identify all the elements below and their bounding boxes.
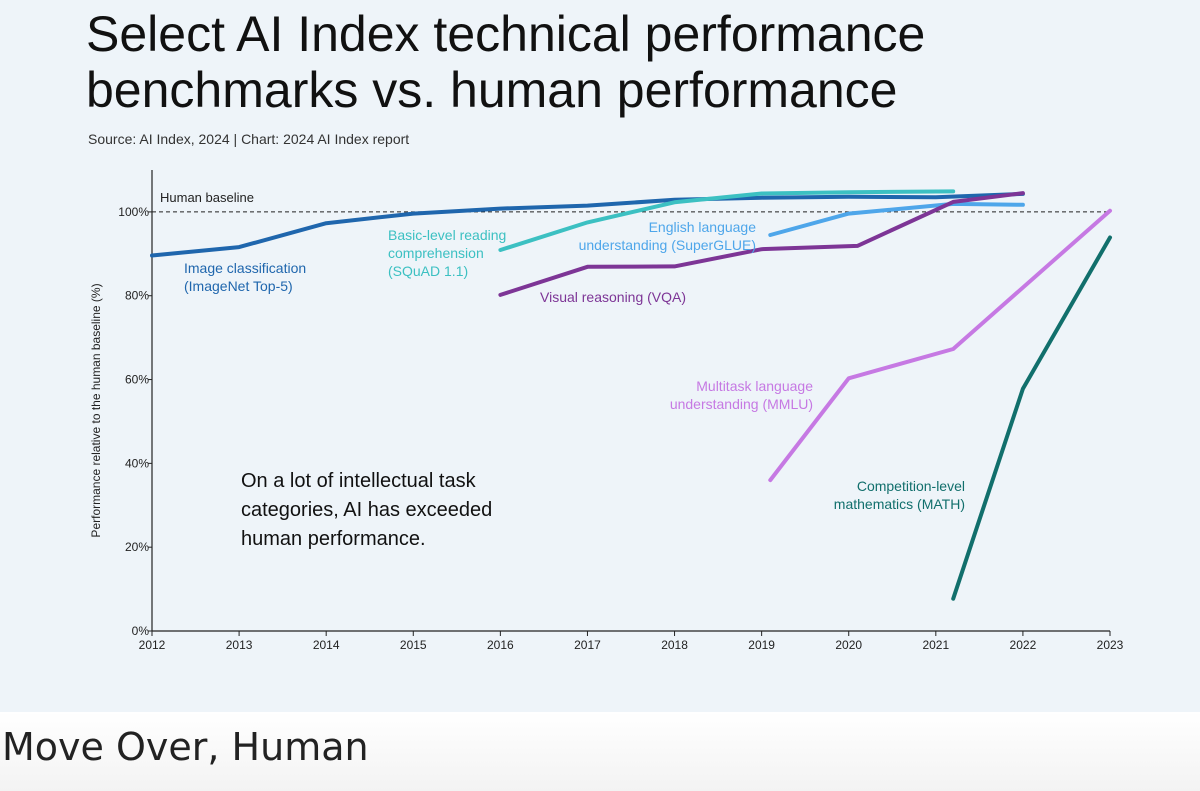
- x-tick-label: 2021: [922, 638, 949, 652]
- human-baseline-label: Human baseline: [160, 190, 254, 205]
- series-label-math: mathematics (MATH): [834, 496, 965, 512]
- series-label-superglue: English language: [649, 219, 757, 235]
- series-line-vqa: [498, 191, 1025, 297]
- x-tick-label: 2016: [487, 638, 514, 652]
- chart-title-line-2: benchmarks vs. human performance: [86, 62, 898, 118]
- chart-title: Select AI Index technical performance be…: [86, 6, 925, 118]
- series-label-math: Competition-level: [857, 478, 965, 494]
- y-tick-label: 40%: [125, 456, 149, 470]
- x-tick-label: 2018: [661, 638, 688, 652]
- caption-text: Move Over, Human: [2, 725, 369, 769]
- x-tick-label: 2012: [139, 638, 166, 652]
- series-label-mmlu: understanding (MMLU): [670, 396, 813, 412]
- chart-annotation: categories, AI has exceeded: [241, 499, 492, 521]
- series-line-math: [951, 235, 1112, 601]
- series-label-superglue: understanding (SuperGLUE): [579, 237, 756, 253]
- series-label-squad: Basic-level reading: [388, 227, 506, 243]
- y-axis-title: Performance relative to the human baseli…: [89, 283, 103, 537]
- chart-panel: Select AI Index technical performance be…: [0, 0, 1200, 712]
- line-chart: 0% 20% 40% 60% 80% 100% 2012 2013 2014 2015 2016 20…: [89, 170, 1124, 652]
- x-tick-label: 2023: [1097, 638, 1124, 652]
- chart-title-line-1: Select AI Index technical performance: [86, 6, 926, 62]
- series-label-squad: comprehension: [388, 245, 484, 261]
- y-tick-label: 0%: [132, 624, 150, 638]
- x-tick-label: 2017: [574, 638, 601, 652]
- caption-bar: Move Over, Human: [0, 712, 1200, 791]
- y-tick-label: 80%: [125, 289, 149, 303]
- x-tick-label: 2020: [835, 638, 862, 652]
- series-line-squad: [498, 189, 956, 252]
- chart-source: Source: AI Index, 2024 | Chart: 2024 AI …: [88, 131, 410, 147]
- chart-annotation: human performance.: [241, 528, 426, 550]
- series-label-imagenet: (ImageNet Top-5): [184, 278, 293, 294]
- series-line-mmlu: [768, 208, 1112, 483]
- x-tick-label: 2014: [313, 638, 340, 652]
- series-line-imagenet: [150, 191, 1025, 258]
- series-label-imagenet: Image classification: [184, 260, 306, 276]
- series-label-mmlu: Multitask language: [696, 378, 813, 394]
- y-tick-label: 60%: [125, 373, 149, 387]
- series-label-vqa: Visual reasoning (VQA): [540, 289, 686, 305]
- x-tick-label: 2019: [748, 638, 775, 652]
- y-tick-label: 100%: [118, 205, 149, 219]
- y-tick-label: 20%: [125, 540, 149, 554]
- series-line-superglue: [768, 201, 1025, 237]
- x-tick-label: 2015: [400, 638, 427, 652]
- x-tick-label: 2022: [1010, 638, 1037, 652]
- x-tick-label: 2013: [226, 638, 253, 652]
- chart-annotation: On a lot of intellectual task: [241, 470, 477, 492]
- series-label-squad: (SQuAD 1.1): [388, 263, 468, 279]
